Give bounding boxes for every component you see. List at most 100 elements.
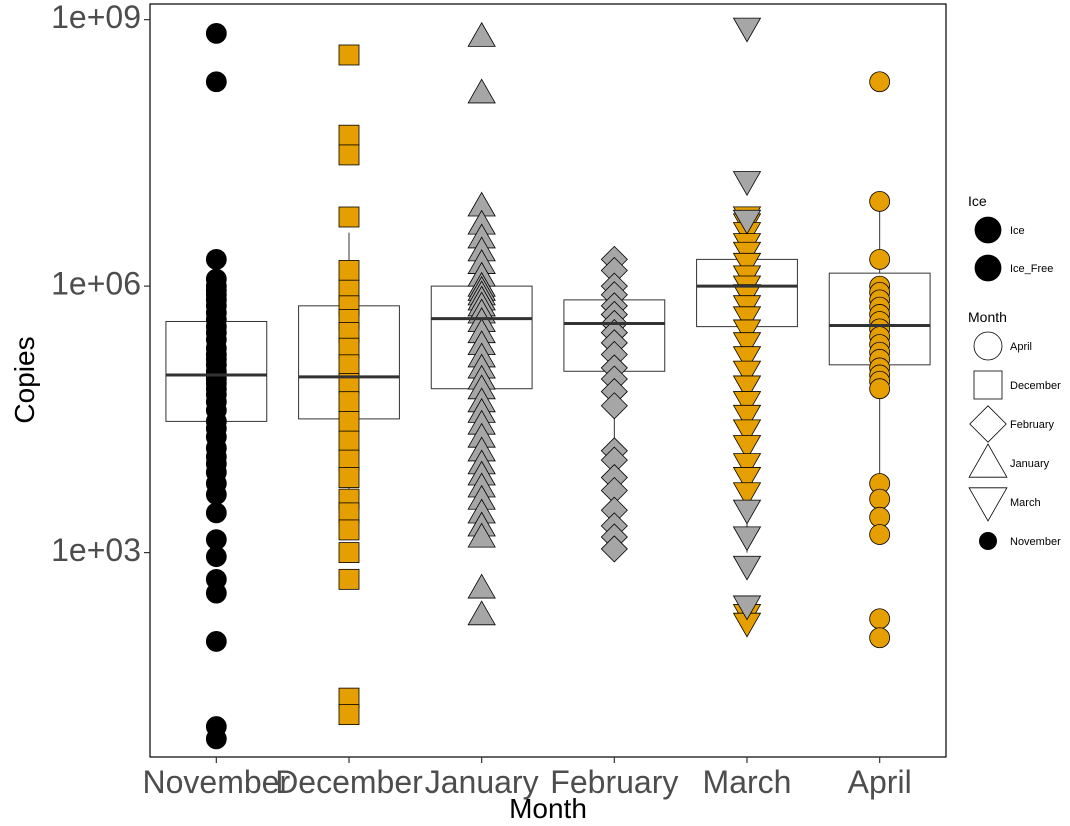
series-february [600, 245, 628, 563]
data-point [732, 419, 762, 445]
data-point [732, 526, 762, 552]
data-point [467, 21, 496, 47]
data-point [732, 319, 762, 345]
data-point [869, 524, 891, 545]
data-point [205, 546, 227, 568]
data-point [467, 522, 496, 548]
series-december [338, 44, 360, 726]
plot-panel-border [149, 3, 947, 758]
data-point [205, 248, 227, 270]
data-point [205, 728, 227, 750]
boxplot-layer [165, 205, 931, 553]
legend-month: Month April December February January March No… [968, 309, 1061, 550]
data-point [205, 23, 227, 44]
data-point [338, 568, 360, 590]
data-point [205, 631, 227, 652]
data-point [732, 467, 762, 492]
legend-key [973, 370, 1003, 400]
legend-label: January [1010, 458, 1050, 470]
data-point [732, 332, 762, 358]
data-point [732, 375, 762, 401]
legend-label: April [1010, 341, 1032, 353]
legend-key [968, 487, 1008, 522]
data-point [205, 484, 227, 505]
series-january [467, 21, 496, 626]
legend-key [974, 254, 1002, 282]
legend-label: November [1010, 536, 1061, 548]
x-tick-label: April [848, 764, 912, 800]
legend: Ice Ice Ice_Free Month April December February… [968, 193, 1061, 550]
y-tick-label: 1e+06 [51, 266, 141, 302]
data-point [732, 346, 762, 372]
series-march [732, 17, 762, 621]
data-point [338, 391, 360, 413]
data-point [205, 71, 227, 93]
data-point [732, 595, 762, 621]
data-point [732, 171, 762, 196]
y-tick-label: 1e+09 [51, 0, 141, 35]
data-point [338, 206, 360, 228]
data-point [338, 354, 360, 376]
legend-key [973, 331, 1003, 361]
data-point [732, 360, 762, 386]
legend-key [979, 532, 997, 550]
data-point [338, 260, 360, 281]
data-point [338, 124, 360, 146]
x-tick-label: December [275, 764, 423, 800]
series-april [869, 71, 891, 649]
x-tick-label: November [143, 764, 291, 800]
points-layer [165, 17, 931, 750]
data-point [732, 453, 762, 479]
data-point [869, 190, 891, 212]
legend-label: February [1010, 419, 1055, 431]
data-point [338, 449, 360, 471]
data-point [732, 209, 762, 235]
data-point [338, 410, 360, 432]
data-point [338, 430, 360, 452]
data-point [467, 600, 496, 626]
data-point [338, 519, 360, 541]
data-point [600, 392, 628, 420]
data-point [732, 499, 762, 525]
data-point [338, 467, 360, 488]
data-point [732, 482, 762, 508]
legend-label: March [1010, 497, 1041, 509]
data-point [205, 582, 227, 604]
legend-label: Ice [1010, 225, 1025, 237]
data-point [600, 535, 628, 563]
legend-ice: Ice Ice Ice_Free [968, 193, 1053, 282]
legend-key [969, 405, 1007, 443]
data-point [338, 44, 360, 66]
data-point [732, 555, 762, 581]
data-point [732, 306, 762, 332]
y-axis: 1e+03 1e+06 1e+09 [51, 0, 150, 568]
series-november [205, 23, 227, 750]
data-point [869, 488, 891, 510]
data-point [205, 502, 227, 524]
data-point [467, 573, 496, 599]
data-point [338, 704, 360, 726]
x-tick-label: January [425, 764, 539, 800]
data-point [732, 391, 762, 416]
data-point [732, 17, 762, 43]
data-point [869, 248, 891, 270]
data-point [732, 435, 762, 460]
data-point [732, 252, 762, 278]
legend-key [974, 216, 1002, 244]
data-point [732, 404, 762, 430]
x-tick-label: March [703, 764, 792, 800]
x-tick-label: February [550, 764, 678, 800]
legend-title: Ice [968, 193, 987, 209]
legend-label: Ice_Free [1010, 263, 1053, 275]
y-axis-title: Copies [9, 336, 40, 423]
legend-title: Month [968, 309, 1007, 325]
data-point [338, 542, 360, 564]
data-point [338, 144, 360, 166]
y-tick-label: 1e+03 [51, 532, 141, 568]
legend-key [968, 443, 1008, 478]
data-point [869, 378, 891, 400]
data-point [869, 71, 891, 93]
data-point [869, 608, 891, 630]
